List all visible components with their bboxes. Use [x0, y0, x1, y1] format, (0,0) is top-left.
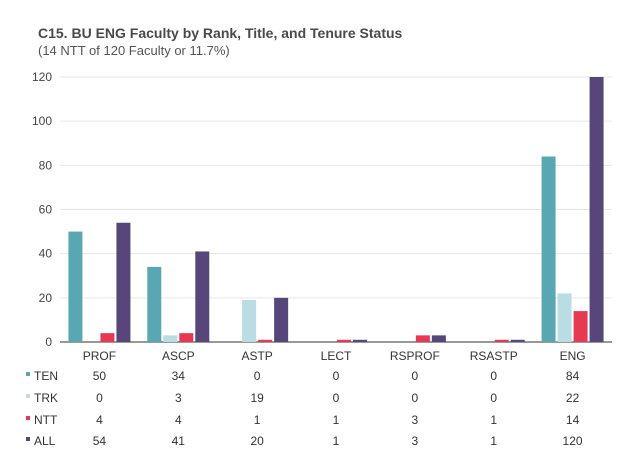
bar-ntt-lect [337, 339, 351, 342]
bar-all-eng [589, 77, 604, 342]
y-tick-label: 20 [39, 291, 53, 305]
y-tick-label: 120 [32, 70, 52, 84]
data-table-cell: 34 [172, 369, 186, 383]
category-label: ENG [560, 349, 586, 363]
data-table-cell: 0 [333, 369, 340, 383]
data-table-cell: 0 [412, 369, 419, 383]
data-table-cell: 20 [250, 434, 264, 448]
bar-trk-astp [242, 300, 257, 342]
bar-all-rsastp [510, 339, 525, 342]
data-table-cell: 4 [175, 413, 182, 427]
bar-all-lect [353, 339, 367, 342]
data-table-cell: 0 [490, 391, 497, 405]
category-label: RSASTP [470, 349, 518, 363]
y-tick-label: 100 [32, 114, 52, 128]
data-table-cell: 54 [93, 434, 107, 448]
legend-label-ten: TEN [34, 369, 58, 383]
data-table-cell: 1 [333, 413, 340, 427]
category-label: ASCP [162, 349, 195, 363]
legend-swatch-ntt [26, 416, 30, 420]
legend-swatch-all [26, 437, 30, 441]
data-table-cell: 22 [566, 391, 580, 405]
data-table-cell: 50 [93, 369, 107, 383]
data-table-cell: 0 [490, 369, 497, 383]
data-table-cell: 19 [250, 391, 264, 405]
category-label: PROF [83, 349, 116, 363]
data-table-cell: 0 [96, 391, 103, 405]
category-label: LECT [321, 349, 352, 363]
bar-ntt-eng [573, 311, 588, 342]
data-table-cell: 3 [412, 413, 419, 427]
data-table-cell: 41 [172, 434, 186, 448]
data-table-cell: 1 [254, 413, 261, 427]
legend-label-all: ALL [34, 434, 56, 448]
category-label: ASTP [241, 349, 272, 363]
bar-ntt-rsprof [415, 335, 430, 342]
data-table-cell: 14 [566, 413, 580, 427]
data-table-cell: 3 [175, 391, 182, 405]
y-tick-label: 80 [39, 158, 53, 172]
data-table-cell: 84 [566, 369, 580, 383]
bar-all-astp [274, 297, 289, 342]
data-table-cell: 1 [490, 413, 497, 427]
data-table-cell: 0 [333, 391, 340, 405]
y-tick-label: 60 [39, 203, 53, 217]
bar-ten-eng [541, 156, 556, 342]
data-table-cell: 120 [563, 434, 583, 448]
y-tick-label: 0 [45, 335, 52, 349]
data-table-cell: 0 [254, 369, 261, 383]
data-table-cell: 3 [412, 434, 419, 448]
data-table-cell: 1 [333, 434, 340, 448]
bar-ntt-prof [100, 333, 115, 342]
data-table-cell: 4 [96, 413, 103, 427]
legend-label-trk: TRK [34, 391, 58, 405]
bar-ntt-ascp [179, 333, 194, 342]
data-table-cell: 0 [412, 391, 419, 405]
legend-swatch-trk [26, 394, 30, 398]
bar-ten-prof [68, 231, 83, 342]
category-label: RSPROF [390, 349, 440, 363]
bar-ntt-rsastp [494, 339, 509, 342]
bar-trk-eng [557, 293, 572, 342]
data-table-cell: 1 [490, 434, 497, 448]
bar-ten-ascp [147, 266, 162, 342]
legend-swatch-ten [26, 372, 30, 376]
y-tick-label: 40 [39, 247, 53, 261]
chart-subtitle: (14 NTT of 120 Faculty or 11.7%) [38, 43, 230, 58]
bar-trk-ascp [163, 335, 178, 342]
bar-all-ascp [195, 251, 210, 342]
legend-label-ntt: NTT [34, 413, 58, 427]
bar-all-rsprof [431, 335, 446, 342]
chart-title: C15. BU ENG Faculty by Rank, Title, and … [38, 25, 403, 41]
bar-all-prof [116, 222, 131, 342]
bar-ntt-astp [258, 339, 273, 342]
